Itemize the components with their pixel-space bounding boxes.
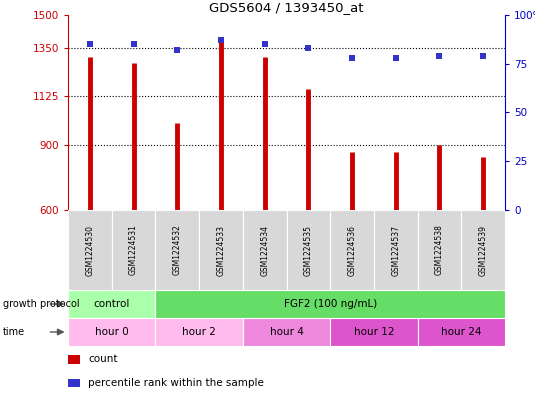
Bar [330,210,374,290]
Text: GSM1224531: GSM1224531 [129,224,138,275]
Text: hour 2: hour 2 [182,327,216,337]
Point [217,37,225,44]
Text: time: time [3,327,25,337]
Bar [112,210,155,290]
Bar [155,318,243,346]
Text: GSM1224534: GSM1224534 [260,224,269,275]
Text: GSM1224535: GSM1224535 [304,224,313,275]
Text: FGF2 (100 ng/mL): FGF2 (100 ng/mL) [284,299,377,309]
Point [348,55,356,61]
Text: hour 0: hour 0 [95,327,128,337]
Text: GSM1224532: GSM1224532 [173,224,182,275]
Bar [418,210,461,290]
Point [479,53,487,59]
Point [392,55,400,61]
Bar [155,290,505,318]
Bar [374,210,418,290]
Text: GSM1224537: GSM1224537 [391,224,400,275]
Bar [68,210,112,290]
Bar [243,318,330,346]
Bar [287,210,330,290]
Point [129,41,138,48]
Bar [155,210,199,290]
Text: control: control [94,299,130,309]
Bar [461,210,505,290]
Text: GSM1224538: GSM1224538 [435,224,444,275]
Point [173,47,181,53]
Text: hour 12: hour 12 [354,327,394,337]
Point [261,41,269,48]
Text: GSM1224530: GSM1224530 [86,224,94,275]
Text: percentile rank within the sample: percentile rank within the sample [88,378,264,387]
Bar [243,210,287,290]
Bar [68,290,155,318]
Point [304,45,312,51]
Text: growth protocol: growth protocol [3,299,79,309]
Point [435,53,444,59]
Text: hour 4: hour 4 [270,327,303,337]
Bar [330,318,418,346]
Bar [199,210,243,290]
Text: count: count [88,354,117,364]
Title: GDS5604 / 1393450_at: GDS5604 / 1393450_at [209,1,364,14]
Bar [68,318,155,346]
Point [86,41,94,48]
Text: GSM1224533: GSM1224533 [217,224,225,275]
Bar [68,379,80,387]
Text: GSM1224536: GSM1224536 [348,224,356,275]
Text: GSM1224539: GSM1224539 [479,224,487,275]
Bar [68,355,80,364]
Bar [418,318,505,346]
Text: hour 24: hour 24 [441,327,482,337]
